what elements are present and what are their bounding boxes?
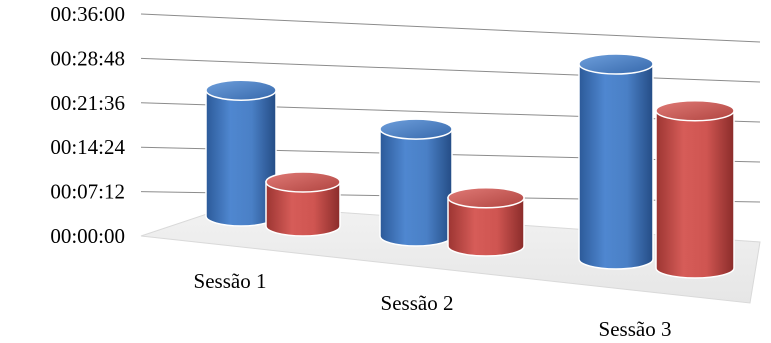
y-tick-label: 00:21:36 bbox=[50, 91, 125, 115]
x-category-label: Sessão 2 bbox=[381, 291, 454, 315]
bar-sessão-3-series-1 bbox=[578, 53, 654, 270]
bars bbox=[205, 53, 735, 279]
y-tick-label: 00:07:12 bbox=[50, 180, 125, 204]
y-tick-label: 00:00:00 bbox=[50, 224, 125, 248]
x-axis-categories: Sessão 1 Sessão 2 Sessão 3 bbox=[194, 269, 672, 341]
x-category-label: Sessão 3 bbox=[599, 317, 672, 341]
bar-sessão-2-series-1 bbox=[379, 118, 453, 247]
gridline bbox=[140, 57, 761, 83]
y-tick-label: 00:28:48 bbox=[50, 46, 125, 70]
gridline bbox=[140, 13, 761, 43]
y-tick-label: 00:36:00 bbox=[50, 2, 125, 26]
bar-sessão-1-series-1 bbox=[205, 79, 277, 227]
y-tick-label: 00:14:24 bbox=[50, 135, 125, 159]
x-category-label: Sessão 1 bbox=[194, 269, 267, 293]
bar-sessão-1-series-2 bbox=[265, 171, 341, 237]
bar-sessão-3-series-2 bbox=[655, 100, 735, 279]
y-axis-ticks: 00:00:00 00:07:12 00:14:24 00:21:36 00:28:48… bbox=[50, 2, 125, 248]
bar-sessão-2-series-2 bbox=[447, 187, 525, 257]
